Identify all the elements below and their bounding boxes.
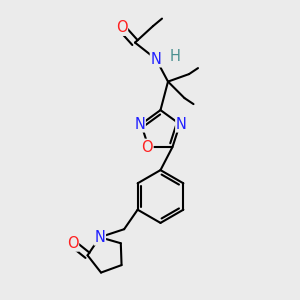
Text: N: N xyxy=(176,117,187,132)
Text: O: O xyxy=(67,236,78,251)
Text: N: N xyxy=(94,230,105,245)
Text: O: O xyxy=(116,20,127,35)
Text: N: N xyxy=(134,117,145,132)
Text: O: O xyxy=(141,140,153,154)
Text: N: N xyxy=(151,52,161,67)
Text: H: H xyxy=(170,49,181,64)
